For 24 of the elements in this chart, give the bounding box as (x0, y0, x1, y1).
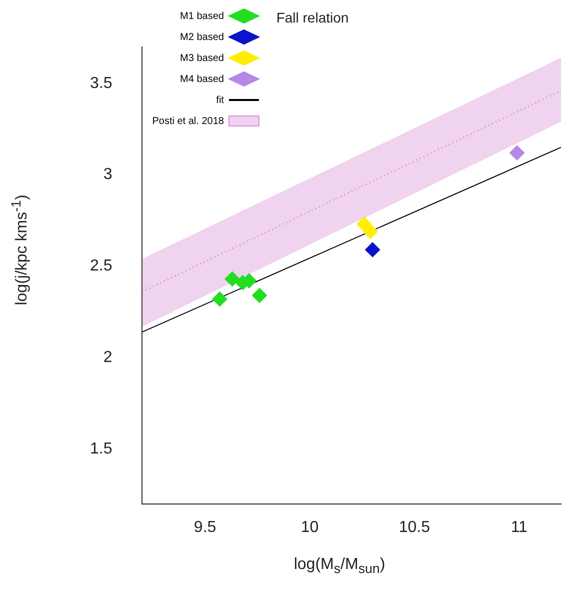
point (362, 224, 378, 239)
point (356, 216, 372, 232)
point (252, 288, 267, 303)
legend-label: M1 based (180, 10, 224, 22)
legend-label: M4 based (180, 74, 224, 85)
chart-title: Fall relation (276, 9, 349, 26)
legend-label: Posti et al. 2018 (152, 116, 224, 127)
point (510, 145, 525, 160)
point (212, 292, 228, 307)
x-tick-label: 10.5 (398, 518, 430, 536)
legend-label: M3 based (180, 52, 224, 64)
y-tick-label: 3.5 (90, 74, 112, 92)
y-tick-label: 1.5 (90, 440, 112, 458)
point (365, 242, 380, 258)
x-tick-label: 11 (510, 518, 528, 536)
legend-label: M2 based (180, 32, 224, 43)
y-tick-label: 2 (103, 348, 112, 366)
x-tick-label: 10 (300, 518, 319, 536)
x-axis-title: log(M$_{s}$/M$_{sun}$) (292, 556, 386, 576)
legend-label: fit (216, 94, 224, 106)
y-tick-label: 2.5 (90, 258, 112, 275)
x-tick-label: 9.5 (194, 518, 216, 536)
y-tick-label: 3 (103, 166, 112, 184)
point (224, 271, 240, 286)
